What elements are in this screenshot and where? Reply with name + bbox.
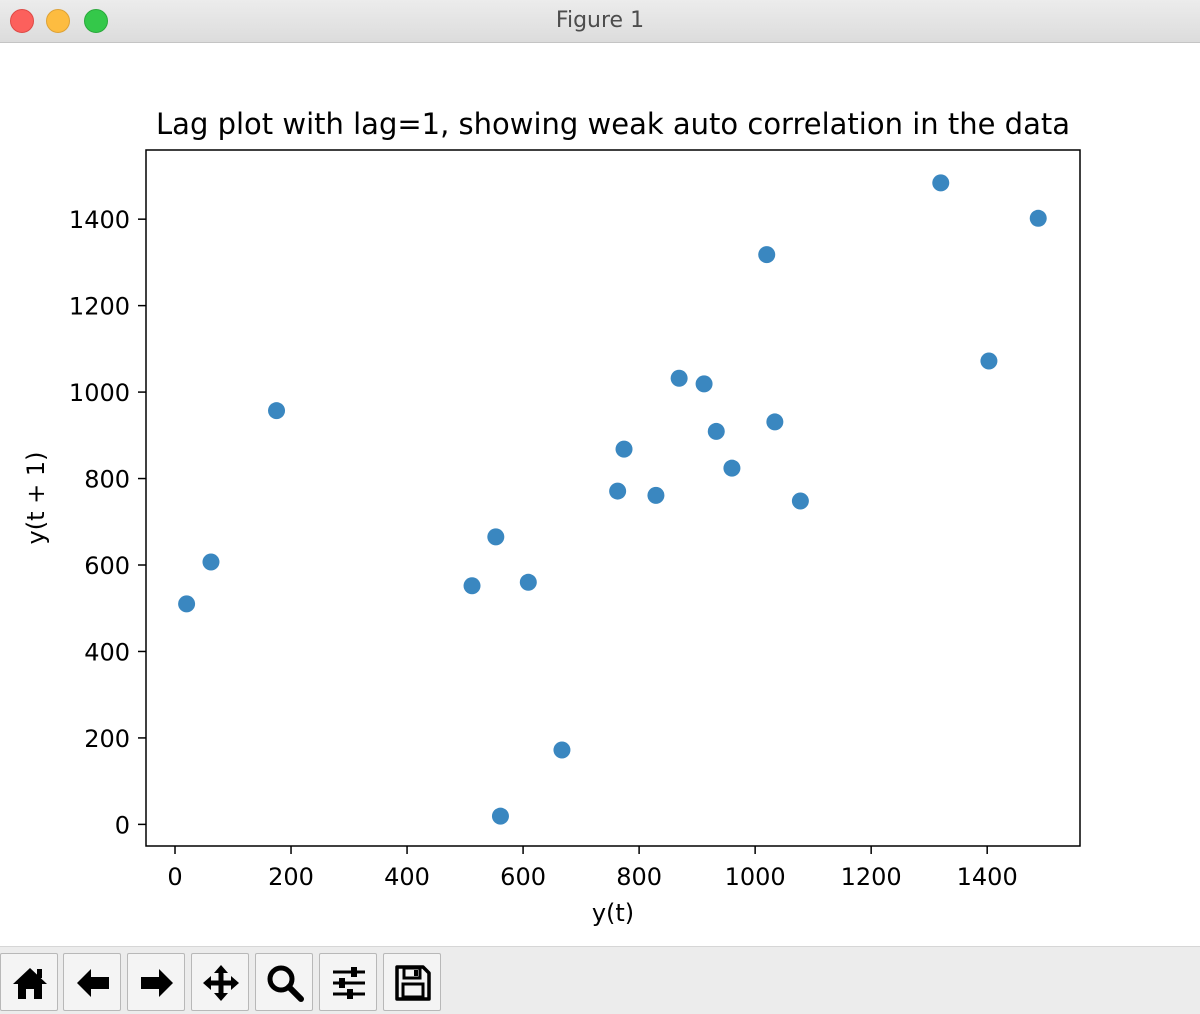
scatter-point: [202, 553, 220, 571]
pan-move-icon: [203, 965, 239, 1001]
home-button[interactable]: [0, 953, 58, 1011]
x-axis-label: y(t): [592, 899, 634, 927]
zoom-magnifier-icon: [267, 965, 304, 1002]
back-button[interactable]: [63, 953, 121, 1011]
title-bar[interactable]: Figure 1: [0, 0, 1200, 43]
maximize-window-button[interactable]: [84, 9, 108, 33]
y-tick-label: 600: [84, 552, 130, 580]
forward-button[interactable]: [127, 953, 185, 1011]
scatter-point: [707, 422, 725, 440]
axes-frame: [145, 149, 1081, 847]
scatter-point: [758, 246, 776, 264]
x-tick-label: 200: [268, 863, 314, 891]
scatter-point: [647, 486, 665, 504]
y-axis-ticks: 0 200 400 600 800 1000 1200 1400: [69, 206, 146, 839]
y-tick-label: 200: [84, 725, 130, 753]
scatter-point: [1029, 209, 1047, 227]
minimize-window-button[interactable]: [46, 9, 70, 33]
x-tick-label: 600: [500, 863, 546, 891]
x-tick-label: 0: [167, 863, 182, 891]
scatter-point: [932, 174, 950, 192]
close-window-button[interactable]: [10, 9, 34, 33]
back-arrow-icon: [77, 969, 109, 997]
scatter-point: [615, 440, 633, 458]
lag-plot-chart: Lag plot with lag=1, showing weak auto c…: [22, 107, 1081, 927]
y-tick-label: 400: [84, 638, 130, 666]
y-tick-label: 0: [115, 811, 130, 839]
scatter-point: [670, 369, 688, 387]
save-floppy-icon: [395, 965, 431, 1001]
window-title: Figure 1: [555, 8, 645, 33]
forward-arrow-icon: [141, 969, 173, 997]
scatter-point: [178, 595, 196, 613]
pan-button[interactable]: [191, 953, 249, 1011]
y-tick-label: 1400: [69, 206, 130, 234]
x-tick-label: 1000: [725, 863, 786, 891]
x-tick-label: 1400: [957, 863, 1018, 891]
zoom-button[interactable]: [255, 953, 313, 1011]
scatter-point: [268, 402, 286, 420]
chart-title: Lag plot with lag=1, showing weak auto c…: [156, 107, 1070, 141]
y-tick-label: 1200: [69, 293, 130, 321]
x-tick-label: 1200: [841, 863, 902, 891]
home-icon: [13, 968, 47, 999]
x-axis-ticks: 0 200 400 600 800 1000 1200 1400: [167, 846, 1018, 891]
configure-subplots-button[interactable]: [319, 953, 377, 1011]
save-button[interactable]: [383, 953, 441, 1011]
configure-sliders-icon: [333, 967, 365, 999]
scatter-point: [766, 413, 784, 431]
scatter-point: [487, 528, 505, 546]
y-tick-label: 1000: [69, 379, 130, 407]
scatter-point: [491, 807, 509, 825]
y-axis-label: y(t + 1): [22, 452, 50, 545]
scatter-point: [980, 352, 998, 370]
navigation-toolbar: [0, 946, 1200, 1014]
figure-canvas[interactable]: Lag plot with lag=1, showing weak auto c…: [0, 43, 1200, 946]
x-tick-label: 800: [616, 863, 662, 891]
scatter-point: [723, 459, 741, 477]
scatter-point: [791, 492, 809, 510]
scatter-points: [178, 174, 1047, 825]
scatter-point: [695, 375, 713, 393]
scatter-point: [553, 741, 571, 759]
x-tick-label: 400: [384, 863, 430, 891]
scatter-point: [519, 573, 537, 591]
scatter-point: [463, 577, 481, 595]
scatter-point: [609, 482, 627, 500]
y-tick-label: 800: [84, 466, 130, 494]
